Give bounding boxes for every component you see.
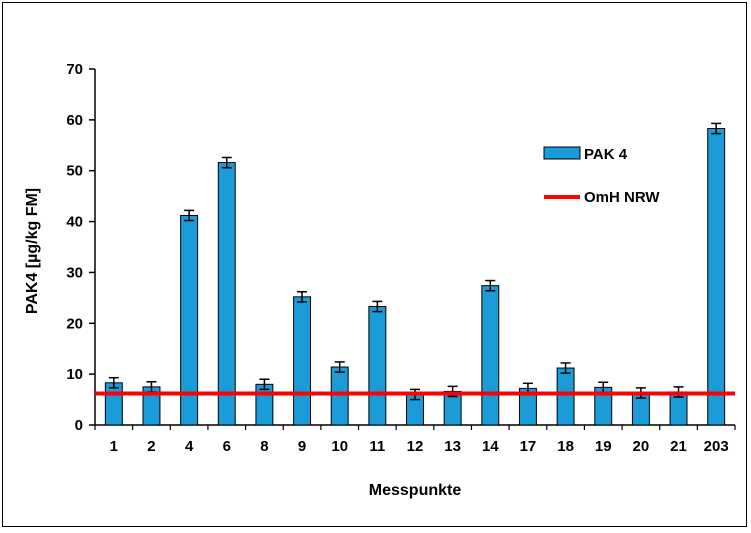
bar xyxy=(330,366,349,426)
x-tick-label: 203 xyxy=(704,438,729,455)
y-axis-title: PAK4 [µg/kg FM] xyxy=(24,188,41,314)
x-tick-label: 21 xyxy=(670,438,687,455)
bar xyxy=(293,296,312,426)
legend: PAK 4 OmH NRW xyxy=(543,146,660,206)
x-tick-label: 20 xyxy=(633,438,650,455)
y-tick-label: 10 xyxy=(66,366,83,383)
x-tick-label: 12 xyxy=(407,438,424,455)
y-tick-label: 50 xyxy=(66,163,83,180)
x-tick-label: 9 xyxy=(298,438,306,455)
x-tick-label: 19 xyxy=(595,438,612,455)
x-tick-label: 14 xyxy=(482,438,499,455)
legend-label: OmH NRW xyxy=(584,189,660,206)
bar xyxy=(217,162,236,426)
x-tick-label: 2 xyxy=(147,438,155,455)
x-tick-label: 13 xyxy=(444,438,461,455)
bar xyxy=(556,367,575,426)
x-tick-label: 17 xyxy=(520,438,537,455)
y-tick-label: 20 xyxy=(66,315,83,332)
x-tick-label: 4 xyxy=(185,438,194,455)
bar xyxy=(104,382,123,426)
x-tick-label: 6 xyxy=(223,438,231,455)
x-tick-label: 8 xyxy=(260,438,268,455)
x-tick-label: 1 xyxy=(110,438,118,455)
x-tick-label: 18 xyxy=(557,438,574,455)
bar xyxy=(255,383,274,426)
x-axis: 1 2 4 6 8 9 10 11 12 13 14 17 18 19 20 21 203 xyxy=(94,424,736,455)
bar xyxy=(707,128,726,426)
x-axis-title: Messpunkte xyxy=(369,482,462,499)
bar-series xyxy=(104,122,726,426)
chart-frame: 0 10 20 30 40 50 60 70 1 2 4 6 8 9 10 11 12 13 14 17 18 19 20… xyxy=(2,2,747,527)
y-tick-label: 0 xyxy=(75,417,83,434)
x-tick-label: 11 xyxy=(369,438,385,455)
y-tick-label: 40 xyxy=(66,214,83,231)
bar xyxy=(481,285,500,426)
y-tick-label: 30 xyxy=(66,264,83,281)
legend-swatch-bar xyxy=(543,146,581,160)
bar xyxy=(368,306,387,426)
y-tick-label: 70 xyxy=(66,61,83,78)
x-tick-label: 10 xyxy=(331,438,348,455)
y-axis: 0 10 20 30 40 50 60 70 xyxy=(66,61,96,434)
y-tick-label: 60 xyxy=(66,112,83,129)
legend-label: PAK 4 xyxy=(584,146,628,163)
